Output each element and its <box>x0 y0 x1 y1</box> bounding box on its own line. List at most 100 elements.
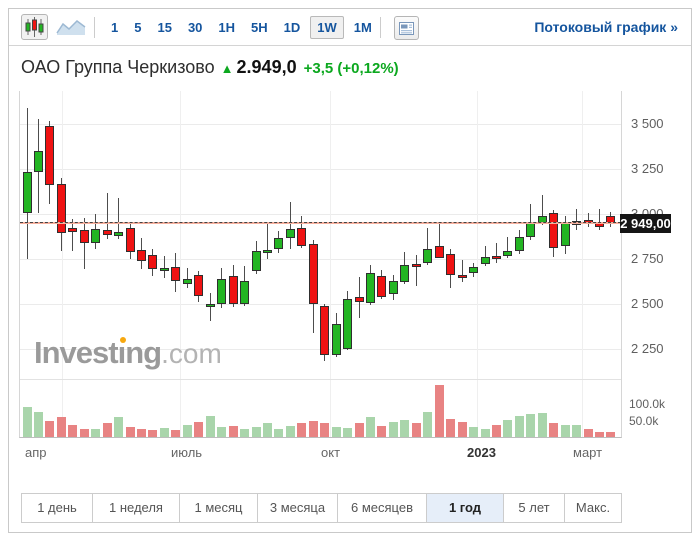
time-gridline <box>62 91 63 437</box>
price-gridline <box>20 304 621 305</box>
candle-body <box>480 257 490 264</box>
range-button-row: 1 день 1 неделя 1 месяц 3 месяца 6 месяц… <box>21 493 622 523</box>
volume-bar <box>331 427 341 437</box>
x-axis-label: окт <box>321 445 341 460</box>
candle-wick <box>427 228 429 265</box>
candle-wick <box>72 219 74 251</box>
candle-wick <box>599 209 600 230</box>
candle-body <box>240 281 250 304</box>
volume-bar <box>56 417 66 437</box>
candle-body <box>331 324 341 355</box>
candle-body <box>182 279 192 284</box>
candle-body <box>125 228 135 252</box>
timeframe-30[interactable]: 30 <box>187 20 203 35</box>
range-1-month[interactable]: 1 месяц <box>179 493 258 523</box>
price-gridline <box>20 124 621 125</box>
watermark-orange-dot: ı <box>117 335 127 370</box>
volume-bar <box>194 422 204 437</box>
timeframe-1w-selected[interactable]: 1W <box>310 16 344 39</box>
x-axis-label: апр <box>25 445 47 460</box>
volume-bar <box>217 427 227 437</box>
timeframe-1[interactable]: 1 <box>111 20 119 35</box>
candle-body <box>274 238 284 249</box>
candle-wick <box>289 202 291 249</box>
y-axis-label: 3 250 <box>631 161 664 176</box>
volume-bar <box>171 430 181 437</box>
volume-bar <box>595 432 604 437</box>
range-5-years[interactable]: 5 лет <box>503 493 565 523</box>
candle-body <box>446 254 456 275</box>
candle-body <box>148 255 158 269</box>
current-price-tag: 2 949,00 <box>620 214 671 233</box>
toolbar: 1 5 15 30 1H 5H 1D 1W 1M Потоковый графи… <box>9 9 691 46</box>
volume-bar <box>137 429 146 437</box>
volume-bar <box>526 414 536 437</box>
candle-body <box>320 306 330 355</box>
candle-body <box>91 229 101 243</box>
candle-wick <box>461 260 463 282</box>
candle-wick <box>495 243 497 263</box>
candle-wick <box>186 268 188 288</box>
line-chart-type-button[interactable] <box>56 18 86 37</box>
candle-body <box>114 232 124 236</box>
plot-area[interactable] <box>19 91 622 438</box>
volume-bar <box>446 419 456 437</box>
candle-body <box>228 276 238 304</box>
volume-bar <box>159 428 169 437</box>
candle-wick <box>507 237 509 258</box>
candle-body <box>388 281 398 294</box>
volume-bar <box>91 429 101 437</box>
news-panel-button[interactable] <box>394 16 419 40</box>
candle-body <box>366 273 375 303</box>
volume-bar <box>79 429 89 437</box>
volume-bar <box>457 422 467 437</box>
candle-body <box>343 299 353 349</box>
range-6-months[interactable]: 6 месяцев <box>337 493 427 523</box>
line-chart-icon <box>56 20 86 35</box>
volume-bar <box>537 413 547 437</box>
timeframe-5h[interactable]: 5H <box>251 20 268 35</box>
volume-bar <box>480 429 490 437</box>
volume-bar <box>125 427 135 437</box>
candle-body <box>308 244 318 304</box>
timeframe-1m[interactable]: 1M <box>353 20 372 35</box>
volume-bar <box>491 425 501 437</box>
volume-bar <box>308 421 318 437</box>
candle-body <box>205 304 215 307</box>
timeframe-5[interactable]: 5 <box>134 20 142 35</box>
candle-wick <box>106 193 108 239</box>
volume-bar <box>102 423 112 437</box>
range-3-months[interactable]: 3 месяца <box>257 493 338 523</box>
candlestick-chart-type-button[interactable] <box>21 14 48 40</box>
volume-axis-label: 100.0k <box>629 397 666 411</box>
volume-bar <box>205 416 215 437</box>
price-gridline <box>20 259 621 260</box>
range-max[interactable]: Макс. <box>564 493 622 523</box>
candle-body <box>377 276 387 297</box>
toolbar-divider <box>380 17 381 38</box>
range-1-day[interactable]: 1 день <box>21 493 93 523</box>
volume-bar <box>549 423 559 437</box>
volume-bar <box>606 432 616 437</box>
candle-body <box>503 251 513 256</box>
volume-bar <box>240 429 250 437</box>
y-axis-label: 2 750 <box>631 251 664 266</box>
volume-bar <box>285 426 295 437</box>
candle-wick <box>83 218 85 269</box>
timeframe-1d[interactable]: 1D <box>283 20 301 35</box>
range-1-year-selected[interactable]: 1 год <box>426 493 504 523</box>
time-gridline <box>180 91 181 437</box>
range-1-week[interactable]: 1 неделя <box>92 493 180 523</box>
volume-bar <box>434 385 444 437</box>
volume-axis-label: 50.0k <box>629 414 659 428</box>
volume-bar <box>572 425 582 437</box>
streaming-chart-link[interactable]: Потоковый график » <box>534 19 678 35</box>
timeframe-15[interactable]: 15 <box>157 20 172 35</box>
volume-bar <box>182 425 192 437</box>
volume-bar <box>560 425 570 437</box>
candle-body <box>56 184 66 233</box>
timeframe-row: 1 5 15 30 1H 5H 1D 1W 1M <box>103 15 380 40</box>
candle-body <box>159 268 169 271</box>
timeframe-1h[interactable]: 1H <box>218 20 236 35</box>
candle-body <box>297 228 307 246</box>
